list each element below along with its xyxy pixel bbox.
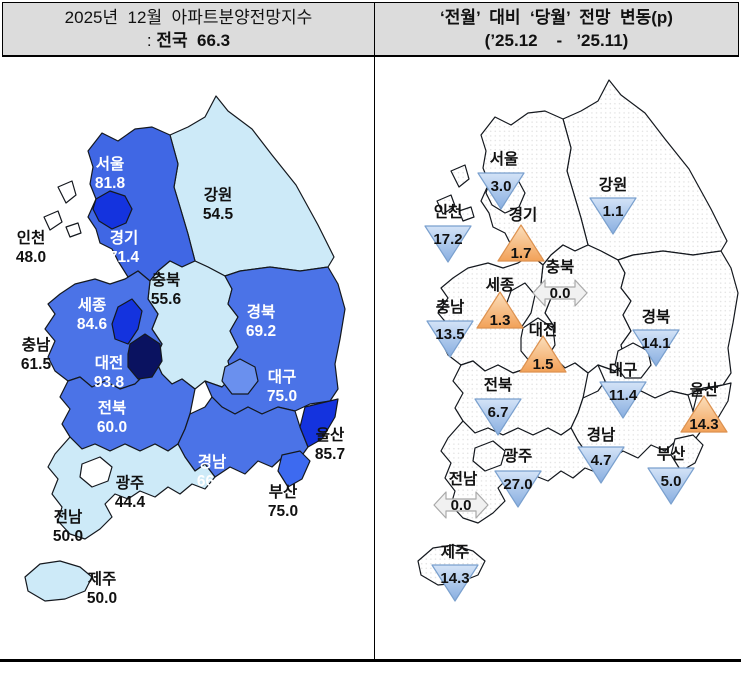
- change-value: 11.4: [609, 387, 638, 404]
- korea-change-map: 서울 3.0 인천 17.2 경기 1.7 강원 1.1 충북 0.0 세종 1.3 충남 13.5 대전 1…: [417, 79, 739, 602]
- change-region-name: 인천: [434, 203, 463, 221]
- down-triangle-icon: [426, 320, 474, 358]
- down-triangle-icon: [647, 467, 695, 505]
- index-label-incheon: 인천 48.0: [16, 229, 46, 266]
- region-gangwon: [169, 95, 335, 277]
- change-region-name: 경남: [587, 426, 616, 444]
- header-row: 2025년 12월 아파트분양전망지수 : 전국 66.3 ‘전월’ 대비 ‘당…: [2, 2, 739, 57]
- change-region-name: 대전: [529, 321, 558, 339]
- change-region-name: 전남: [449, 470, 478, 488]
- korea-geometry-right: [417, 79, 739, 586]
- index-label-chungbuk: 충북 55.6: [151, 271, 182, 308]
- region-ulsan: [299, 398, 339, 448]
- change-region-name: 서울: [490, 150, 519, 168]
- down-triangle-icon: [431, 564, 479, 602]
- steady-arrow-icon: [532, 279, 588, 307]
- down-triangle-icon: [477, 172, 525, 210]
- change-region-name: 광주: [504, 446, 533, 465]
- change-region-name: 충북: [546, 258, 575, 276]
- korea-index-map: 서울 81.8 인천 48.0 경기 71.4 강원 54.5 충북 55.6 세종 84.6 충남 61…: [16, 95, 346, 607]
- change-region-name: 경북: [642, 308, 671, 326]
- region-gwangju: [79, 456, 113, 488]
- region-daejeon: [127, 333, 163, 380]
- change-value: 14.1: [641, 335, 670, 352]
- change-value: 17.2: [433, 231, 462, 248]
- change-map-panel: 서울 3.0 인천 17.2 경기 1.7 강원 1.1 충북 0.0 세종 1.3 충남 13.5 대전 1…: [375, 57, 741, 659]
- change-value: 6.7: [488, 404, 509, 421]
- index-map-panel: 서울 81.8 인천 48.0 경기 71.4 강원 54.5 충북 55.6 세종 84.6 충남 61…: [0, 57, 375, 659]
- region-gangwon: [562, 79, 728, 261]
- change-region-name: 대구: [609, 361, 638, 379]
- change-region-name: 부산: [657, 445, 686, 463]
- left-title-line1: 2025년 12월 아파트분양전망지수: [64, 8, 313, 27]
- change-region-name: 제주: [441, 543, 470, 561]
- right-title-line1: ‘전월’ 대비 ‘당월’ 전망 변동(p): [440, 8, 673, 27]
- change-value: 13.5: [435, 326, 464, 343]
- change-value: 0.0: [451, 497, 472, 514]
- right-title-line2: (’25.12 - ’25.11): [484, 31, 629, 50]
- down-triangle-icon: [632, 329, 680, 367]
- region-busan: [670, 434, 704, 472]
- change-value: 1.3: [490, 312, 511, 329]
- down-triangle-icon: [589, 197, 637, 235]
- index-label-daejeon: 대전 93.8: [94, 354, 125, 391]
- index-label-ulsan: 울산 85.7: [315, 426, 345, 463]
- change-value: 1.1: [603, 203, 624, 220]
- region-incheon-islands: [43, 180, 82, 238]
- region-sejong: [111, 298, 143, 345]
- index-label-jeonbuk: 전북 60.0: [97, 399, 127, 436]
- left-map-title: 2025년 12월 아파트분양전망지수 : 전국 66.3: [3, 3, 375, 55]
- maps-body: 서울 81.8 인천 48.0 경기 71.4 강원 54.5 충북 55.6 세종 84.6 충남 61…: [0, 57, 741, 662]
- index-label-busan: 부산 75.0: [268, 483, 298, 520]
- change-region-name: 충남: [436, 298, 465, 316]
- right-map-title: ‘전월’ 대비 ‘당월’ 전망 변동(p) (’25.12 - ’25.11): [375, 3, 738, 55]
- down-triangle-icon: [599, 381, 647, 419]
- index-label-jeju: 제주 50.0: [87, 570, 117, 607]
- down-triangle-icon: [424, 225, 472, 263]
- down-triangle-icon: [494, 470, 542, 508]
- change-value: 14.3: [689, 416, 718, 433]
- change-value: 1.7: [511, 245, 532, 262]
- change-region-name: 강원: [599, 176, 628, 194]
- change-value: 4.7: [591, 452, 612, 469]
- change-value: 0.0: [550, 285, 571, 302]
- index-label-gangwon: 강원 54.5: [203, 186, 234, 223]
- index-label-seoul: 서울 81.8: [95, 155, 126, 192]
- national-index-value: 전국 66.3: [156, 31, 231, 50]
- up-triangle-icon: [476, 291, 524, 329]
- region-seoul: [92, 190, 133, 230]
- left-title-line2: : 전국 66.3: [146, 31, 231, 50]
- down-triangle-icon: [577, 446, 625, 484]
- steady-arrow-icon: [433, 491, 489, 519]
- index-label-gwangju: 광주 44.4: [115, 473, 146, 511]
- index-label-jeonnam: 전남 50.0: [53, 508, 83, 545]
- region-incheon-islands: [436, 164, 475, 222]
- up-triangle-icon: [680, 395, 728, 433]
- region-gwangju: [472, 440, 506, 472]
- change-region-name: 경기: [509, 206, 538, 224]
- change-value: 1.5: [533, 356, 554, 373]
- index-label-daegu: 대구 75.0: [267, 368, 297, 405]
- region-daegu: [614, 342, 652, 379]
- up-triangle-icon: [497, 224, 545, 262]
- index-label-gyeongnam: 경남 66.7: [197, 453, 227, 490]
- change-region-name: 세종: [486, 276, 515, 294]
- region-jeju: [24, 560, 93, 602]
- change-region-name: 울산: [690, 381, 719, 399]
- region-daegu: [221, 358, 259, 395]
- change-value: 3.0: [491, 178, 512, 195]
- change-value: 27.0: [503, 476, 532, 493]
- index-label-sejong: 세종 84.6: [77, 296, 108, 333]
- index-label-chungnam: 충남 61.5: [21, 336, 52, 373]
- down-triangle-icon: [474, 398, 522, 436]
- index-label-gyeonggi: 경기 71.4: [109, 229, 140, 266]
- change-region-name: 전북: [484, 376, 513, 394]
- korea-geometry: [24, 95, 346, 602]
- change-value: 14.3: [440, 570, 469, 587]
- up-triangle-icon: [519, 335, 567, 373]
- region-busan: [277, 450, 311, 488]
- index-label-gyeongbuk: 경북 69.2: [246, 303, 276, 340]
- change-value: 5.0: [661, 473, 682, 490]
